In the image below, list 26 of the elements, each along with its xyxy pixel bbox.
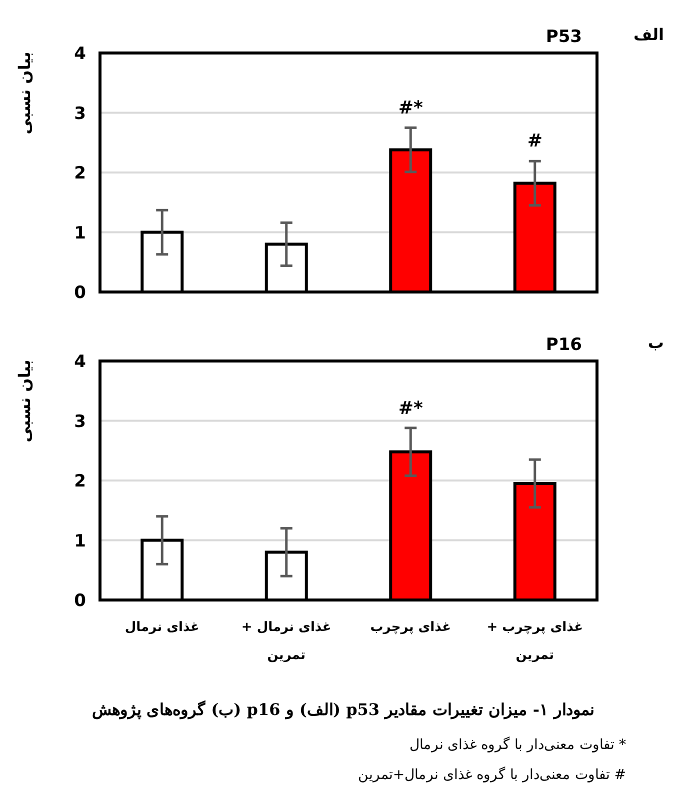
- y-axis-title: بیان نسبی: [15, 360, 34, 442]
- annotation: #*: [398, 398, 424, 419]
- y-tick-label: 1: [74, 223, 86, 244]
- x-tick-label: غذای پرچرب: [369, 619, 452, 637]
- text: نمودار ۱- میزان تغییرات مقادیر p53 (الف) و p16 (ب) گروه‌های پژوهش: [90, 700, 596, 719]
- y-tick-label: 4: [74, 44, 86, 64]
- annotation: #*: [398, 98, 424, 119]
- y-axis-title: بیان نسبی: [15, 52, 34, 134]
- text: # تفاوت معنی‌دار با گروه غذای نرمال+تمرین: [358, 766, 626, 783]
- x-tick-label: غذای نرمال: [124, 619, 200, 637]
- y-tick-label: 2: [74, 472, 86, 492]
- chart-title: P53: [546, 27, 582, 47]
- y-tick-label: 3: [74, 104, 86, 124]
- x-tick-label: غذای پرچرب + تمرین: [486, 619, 584, 665]
- text: الف: [633, 25, 664, 44]
- y-tick-label: 0: [74, 591, 86, 611]
- y-tick-label: 4: [74, 352, 86, 372]
- text: * تفاوت معنی‌دار با گروه غذای نرمال: [409, 736, 626, 753]
- text: ب: [648, 333, 664, 352]
- chart-title: P16: [546, 335, 582, 355]
- y-tick-label: 0: [74, 283, 86, 303]
- y-tick-label: 3: [74, 412, 86, 432]
- annotation: #: [527, 130, 542, 152]
- y-tick-label: 2: [74, 164, 86, 184]
- x-tick-label: غذای نرمال + تمرین: [240, 619, 332, 665]
- y-tick-label: 1: [74, 531, 86, 552]
